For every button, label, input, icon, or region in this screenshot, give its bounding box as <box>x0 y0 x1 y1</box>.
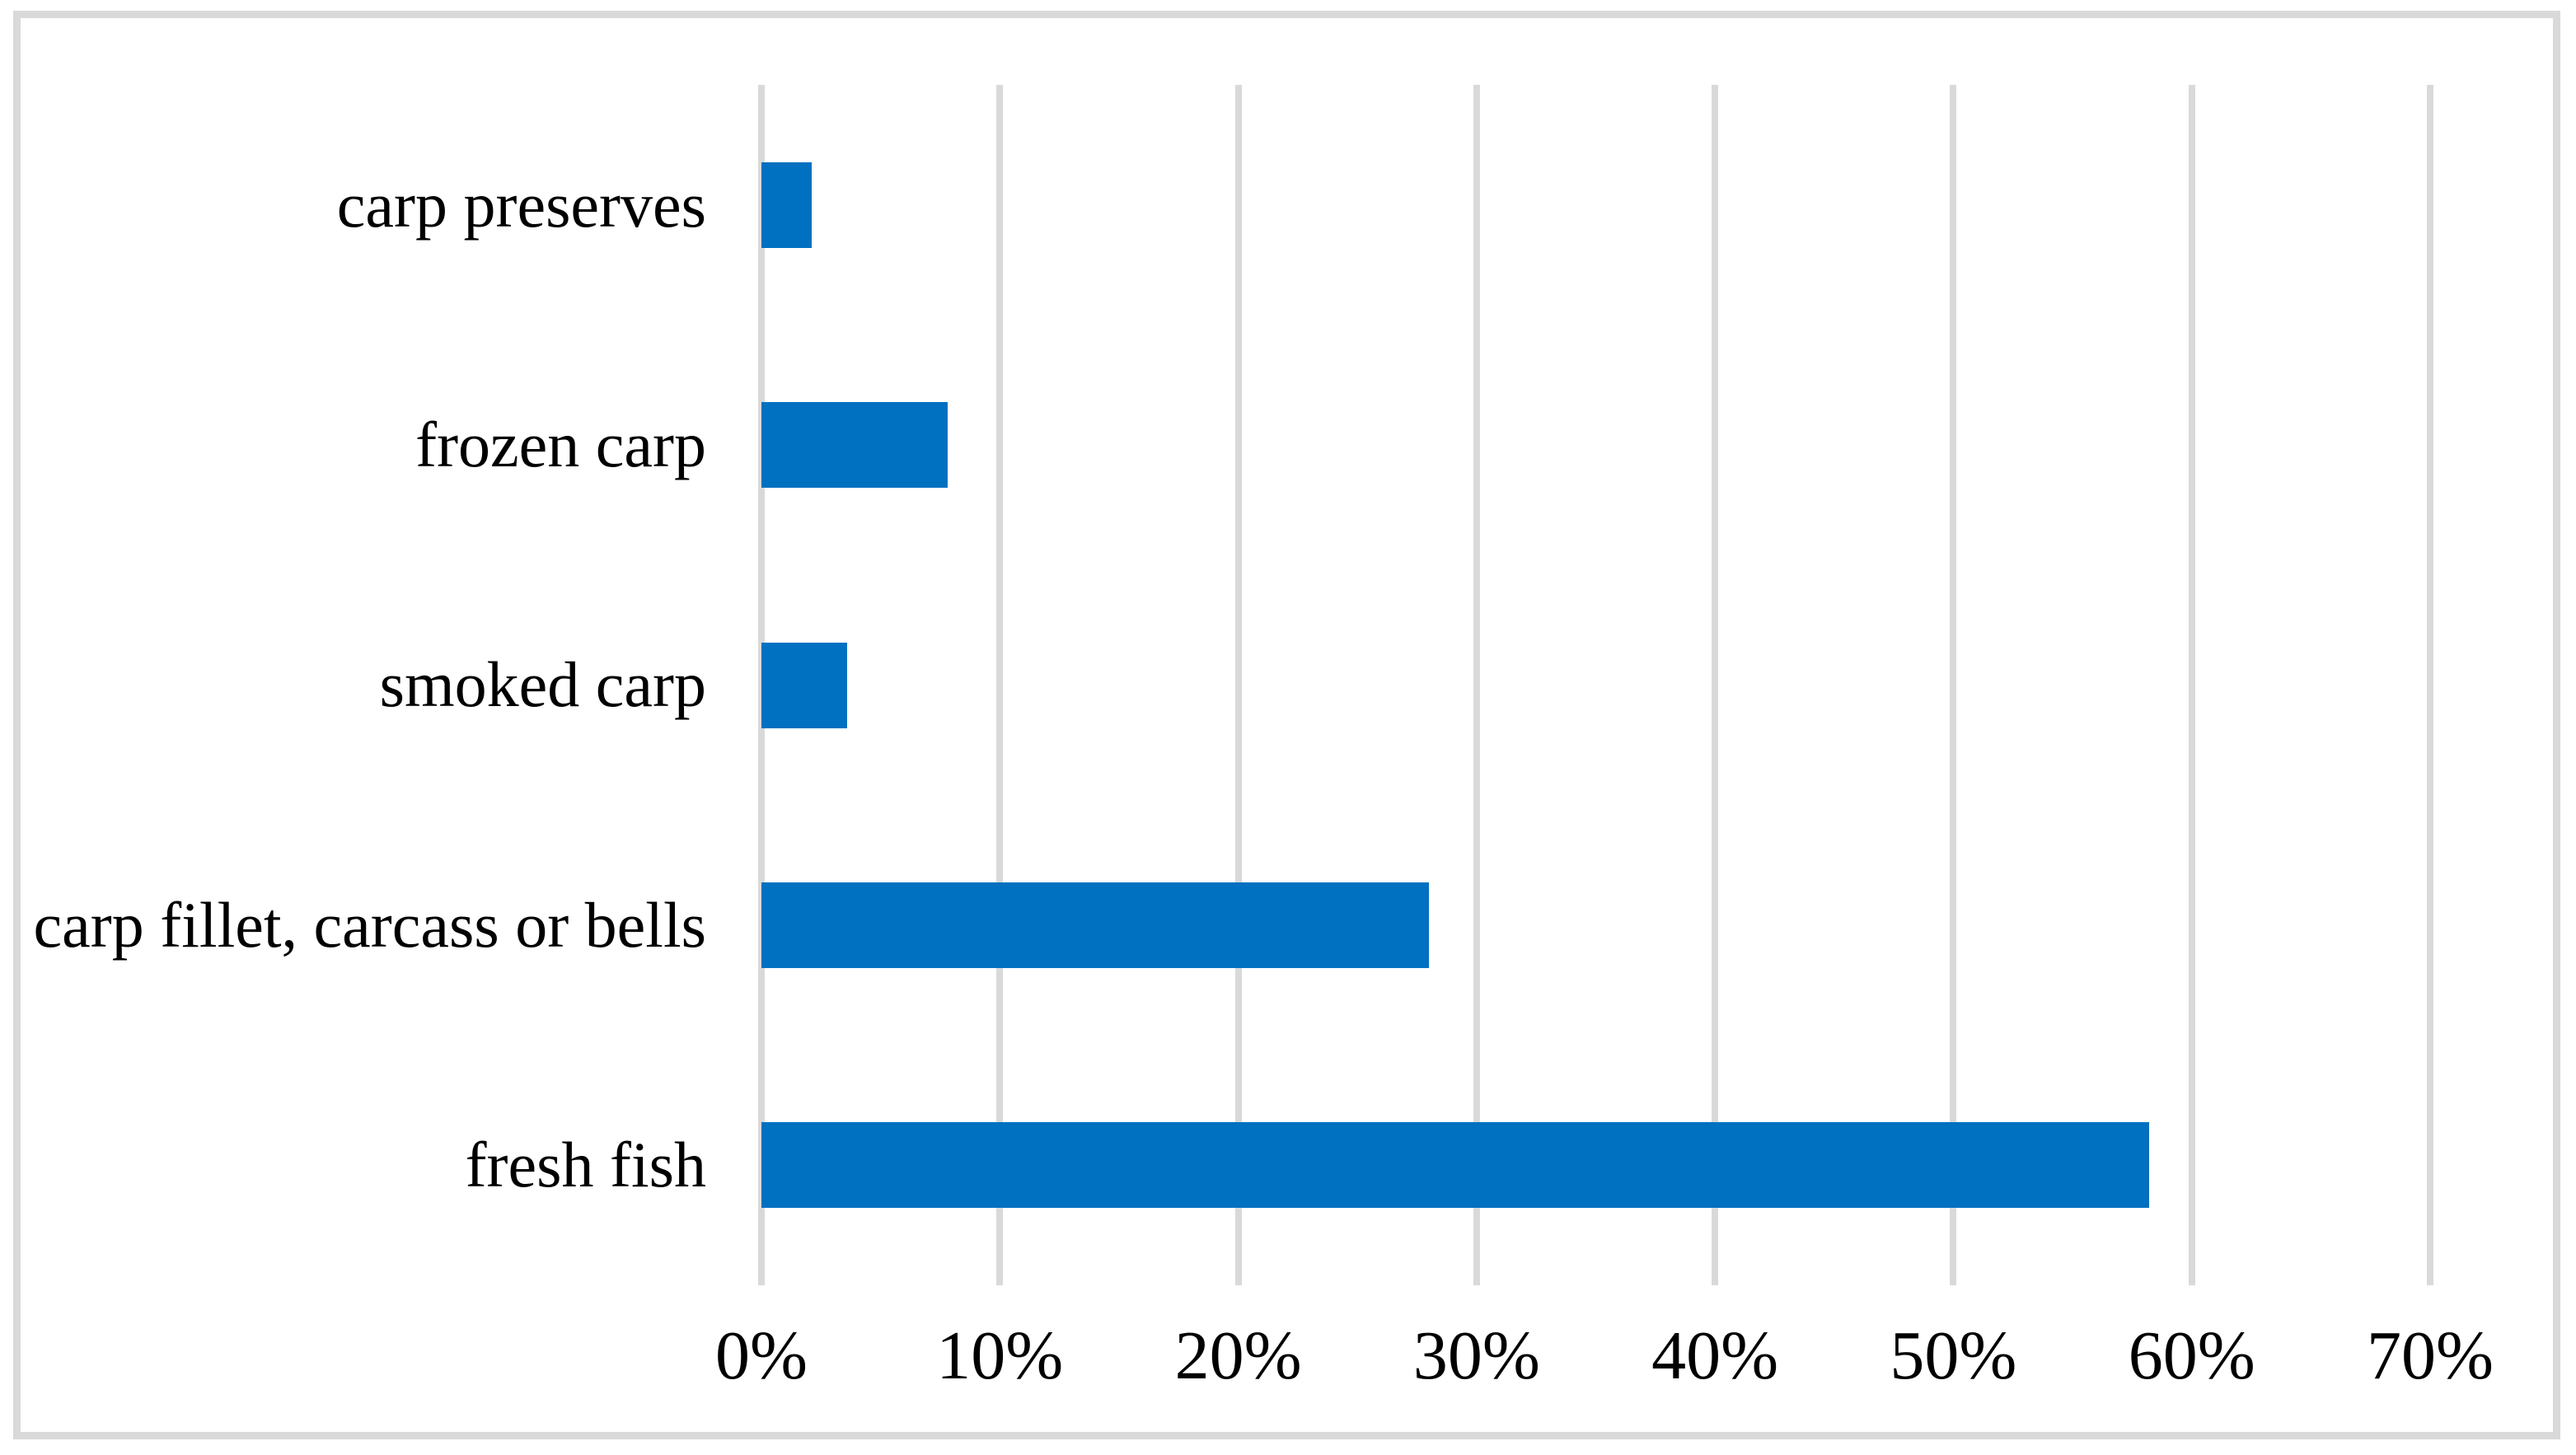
x-tick-label: 30% <box>1412 1317 1540 1394</box>
x-tick-label: 70% <box>2367 1317 2494 1394</box>
x-tick-label: 50% <box>1890 1317 2017 1394</box>
bar <box>761 1122 2149 1209</box>
bar <box>761 402 948 489</box>
gridline <box>1712 85 1719 1285</box>
gridline <box>2427 85 2433 1285</box>
gridline <box>1473 85 1480 1285</box>
bar <box>761 882 1429 968</box>
category-label: smoked carp <box>379 648 706 721</box>
category-label: fresh fish <box>465 1129 706 1201</box>
category-axis: carp preserves frozen carp smoked carp carp… <box>0 0 706 1455</box>
category-label: carp preserves <box>336 168 706 241</box>
gridline <box>1950 85 1957 1285</box>
x-tick-label: 10% <box>936 1317 1064 1394</box>
x-tick-label: 0% <box>715 1317 808 1394</box>
bar <box>761 161 812 248</box>
gridline <box>1234 85 1242 1285</box>
x-tick-label: 20% <box>1174 1317 1302 1394</box>
gridline <box>996 85 1004 1285</box>
plot-area <box>758 85 2433 1285</box>
x-tick-label: 60% <box>2128 1317 2255 1394</box>
x-tick-label: 40% <box>1651 1317 1779 1394</box>
category-label: frozen carp <box>415 409 706 481</box>
category-label: carp fillet, carcass or bells <box>33 888 706 961</box>
gridline <box>2188 85 2195 1285</box>
bar <box>761 642 848 728</box>
